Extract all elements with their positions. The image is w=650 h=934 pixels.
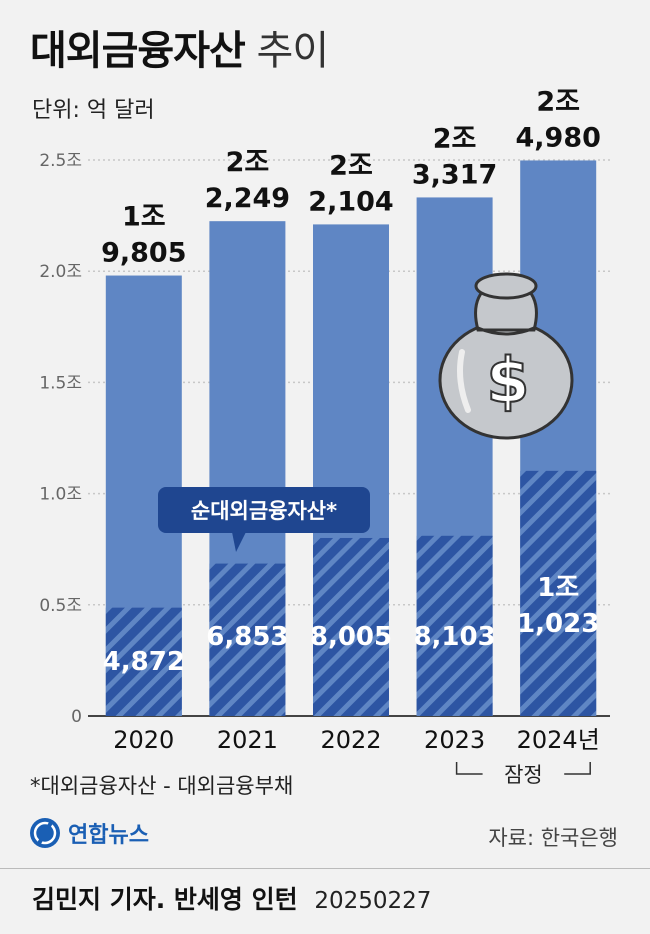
y-tick-label: 1.5조	[39, 373, 82, 393]
total-value-label: 9,805	[101, 238, 186, 269]
net-value-label: 6,853	[206, 622, 288, 652]
value-labels: 1조 9,805 4,872 2조 2,249 6,853 2조 2,104 8,005 2조 3,…	[101, 86, 601, 677]
y-tick-label: 1.0조	[39, 485, 82, 505]
money-bag-dollar-icon: $	[438, 272, 574, 440]
bar-net	[416, 535, 493, 716]
y-tick-label: 2.0조	[39, 262, 82, 282]
total-value-label: 2,249	[205, 183, 290, 214]
callout-pointer	[232, 532, 246, 552]
divider	[0, 868, 650, 869]
callout-box	[158, 487, 370, 533]
total-value-label: 2,104	[308, 186, 393, 217]
yonhap-logo-icon	[30, 818, 60, 848]
chart-title: 대외금융자산 추이	[30, 18, 330, 76]
provisional-annotation: 잠정	[455, 762, 591, 787]
logo-text: 연합뉴스	[68, 823, 149, 848]
provisional-label: 잠정	[504, 763, 543, 787]
bar-net	[105, 607, 182, 716]
net-value-label: 4,872	[103, 647, 185, 677]
bar-net	[520, 470, 597, 716]
y-tick-label: 0	[71, 707, 82, 727]
bar-net	[209, 563, 286, 716]
total-value-label: 3,317	[412, 159, 497, 190]
x-axis: 2020 2021 2022 2023 2024년	[113, 726, 600, 754]
bag-highlight	[457, 349, 471, 413]
x-tick-label: 2021	[217, 726, 278, 754]
x-tick-label: 2024년	[517, 726, 600, 754]
total-value-label: 2조	[536, 86, 580, 117]
credit-date: 20250227	[314, 888, 432, 914]
logo: 연합뉴스	[28, 816, 149, 850]
dollar-sign: $	[486, 344, 529, 417]
net-value-label: 1조	[537, 573, 579, 603]
credit-name: 김민지 기자. 반세영 인턴	[32, 885, 298, 914]
y-tick-label: 0.5조	[39, 596, 82, 616]
bag-top	[474, 272, 538, 300]
total-value-label: 4,980	[515, 122, 600, 153]
bracket-left	[455, 762, 483, 775]
total-value-label: 1조	[122, 202, 166, 233]
net-assets-callout: 순대외금융자산*	[158, 487, 370, 552]
total-value-label: 2조	[433, 123, 477, 154]
net-value-label: 8,103	[413, 622, 495, 652]
y-tick-label: 2.5조	[39, 151, 82, 171]
total-value-label: 2조	[329, 150, 373, 181]
bar-chart: 0 0.5조 1.0조 1.5조 2.0조 2.5조 $ 순대외금융자산* 1조 9,805…	[39, 86, 610, 787]
x-tick-label: 2020	[113, 726, 174, 754]
credit-line: 김민지 기자. 반세영 인턴 20250227	[32, 880, 431, 916]
title-sub: 추이	[256, 28, 330, 74]
footnote: *대외금융자산 - 대외금융부채	[30, 774, 294, 798]
unit-label: 단위: 억 달러	[32, 98, 155, 123]
x-tick-label: 2023	[424, 726, 485, 754]
x-tick-label: 2022	[320, 726, 381, 754]
net-value-label: 8,005	[310, 622, 392, 652]
bag-tie	[477, 326, 535, 336]
bracket-right	[564, 762, 591, 775]
total-value-label: 2조	[226, 147, 270, 178]
net-value-label: 1,023	[517, 609, 599, 639]
source-label: 자료: 한국은행	[488, 826, 618, 850]
bar-net	[313, 537, 389, 716]
callout-label: 순대외금융자산*	[191, 499, 337, 523]
title-main: 대외금융자산	[30, 28, 246, 74]
